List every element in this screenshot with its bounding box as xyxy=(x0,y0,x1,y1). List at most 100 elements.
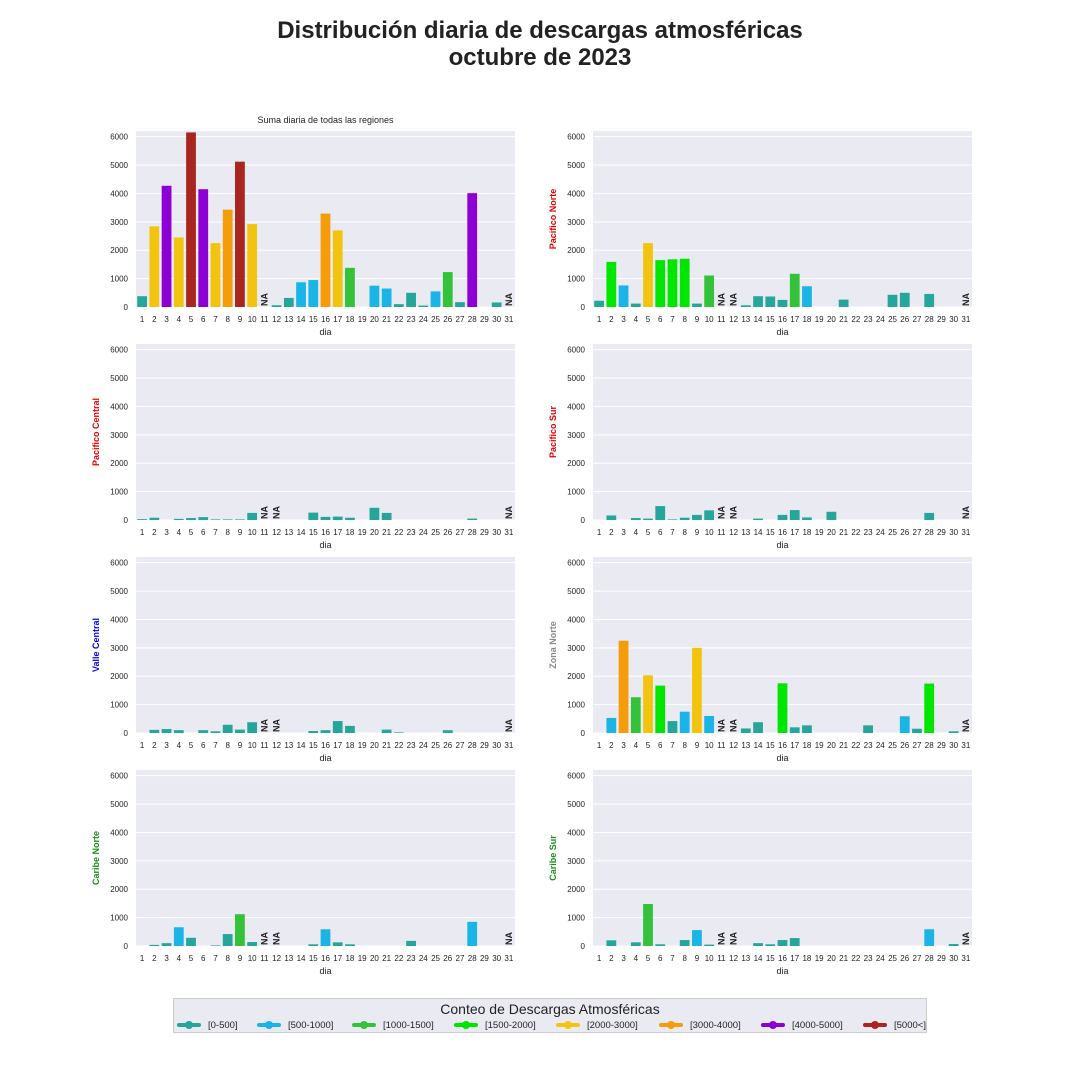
bar xyxy=(283,297,294,307)
x-tick-label: 8 xyxy=(682,954,687,963)
x-tick-label: 31 xyxy=(504,954,513,963)
x-tick-label: 19 xyxy=(815,741,824,750)
x-tick-label: 3 xyxy=(164,954,169,963)
bar xyxy=(210,945,221,946)
x-tick-label: 5 xyxy=(189,315,194,324)
x-tick-label: 2 xyxy=(152,528,157,537)
x-tick-label: 29 xyxy=(480,528,489,537)
x-tick-label: 21 xyxy=(839,741,848,750)
y-tick-label: 0 xyxy=(124,516,129,525)
x-tick-label: 23 xyxy=(407,741,416,750)
bar xyxy=(222,209,233,307)
legend-item: [2000-3000] xyxy=(556,1018,638,1032)
bar xyxy=(643,903,653,946)
subplot-title: Suma diaria de todas las regiones xyxy=(257,115,394,125)
x-tick-label: 17 xyxy=(790,741,799,750)
x-tick-label: 9 xyxy=(238,954,243,963)
bar xyxy=(332,230,343,307)
x-tick-label: 12 xyxy=(272,954,281,963)
bar xyxy=(442,730,453,733)
bar xyxy=(655,260,666,307)
y-tick-label: 2000 xyxy=(567,885,585,894)
x-tick-label: 19 xyxy=(358,954,367,963)
x-tick-label: 26 xyxy=(443,954,452,963)
bar xyxy=(740,728,751,733)
legend-label: [2000-3000] xyxy=(587,1019,638,1031)
x-tick-label: 13 xyxy=(284,954,293,963)
y-tick-label: 6000 xyxy=(110,133,128,142)
bar xyxy=(679,940,690,946)
x-tick-label: 14 xyxy=(754,528,763,537)
x-tick-label: 24 xyxy=(876,741,885,750)
x-tick-label: 20 xyxy=(827,954,836,963)
na-label: NA xyxy=(272,506,282,519)
bar xyxy=(789,273,800,307)
x-tick-label: 15 xyxy=(309,528,318,537)
x-tick-label: 6 xyxy=(658,315,663,324)
x-tick-label: 25 xyxy=(888,528,897,537)
y-axis-label: Pacifico Sur xyxy=(548,406,558,459)
x-tick-label: 2 xyxy=(609,528,614,537)
x-tick-label: 23 xyxy=(864,741,873,750)
bar xyxy=(948,731,959,733)
x-tick-label: 19 xyxy=(815,315,824,324)
chart-title: Distribución diaria de descargas atmosfé… xyxy=(0,17,1080,71)
x-tick-label: 14 xyxy=(754,315,763,324)
x-axis-label: dia xyxy=(319,966,331,976)
x-tick-label: 22 xyxy=(851,315,860,324)
bar xyxy=(381,512,392,520)
bar xyxy=(789,510,800,520)
x-tick-label: 25 xyxy=(431,954,440,963)
na-label: NA xyxy=(729,293,739,306)
bar xyxy=(222,519,233,520)
x-tick-label: 10 xyxy=(705,741,714,750)
x-tick-label: 10 xyxy=(248,954,257,963)
na-label: NA xyxy=(504,719,514,732)
bar xyxy=(753,943,763,946)
plot-area xyxy=(593,770,972,946)
y-tick-label: 3000 xyxy=(567,431,585,440)
y-tick-label: 4000 xyxy=(110,615,128,624)
bar xyxy=(247,512,258,520)
x-tick-label: 16 xyxy=(321,528,330,537)
na-label: NA xyxy=(961,719,971,732)
x-tick-label: 6 xyxy=(201,528,206,537)
y-tick-label: 2000 xyxy=(567,672,585,681)
bar xyxy=(406,292,416,307)
x-tick-label: 17 xyxy=(790,954,799,963)
x-tick-label: 23 xyxy=(407,954,416,963)
legend-label: [5000<] xyxy=(894,1019,926,1031)
bar xyxy=(161,729,172,733)
bar xyxy=(692,647,702,733)
x-tick-label: 17 xyxy=(333,741,342,750)
na-label: NA xyxy=(716,506,726,519)
x-tick-label: 25 xyxy=(431,528,440,537)
bar xyxy=(173,237,184,307)
y-tick-label: 1000 xyxy=(110,275,128,284)
x-tick-label: 24 xyxy=(419,528,428,537)
x-tick-label: 18 xyxy=(345,528,354,537)
y-tick-label: 5000 xyxy=(110,587,128,596)
x-tick-label: 17 xyxy=(790,315,799,324)
x-tick-label: 8 xyxy=(225,528,230,537)
legend-label: [0-500] xyxy=(208,1019,238,1031)
bar xyxy=(210,243,221,307)
bar xyxy=(235,729,245,733)
y-tick-label: 2000 xyxy=(567,459,585,468)
x-tick-label: 1 xyxy=(597,954,602,963)
bar xyxy=(704,510,715,520)
x-tick-label: 8 xyxy=(682,315,687,324)
x-tick-label: 17 xyxy=(333,954,342,963)
x-tick-label: 27 xyxy=(456,315,465,324)
x-tick-label: 15 xyxy=(766,741,775,750)
x-tick-label: 6 xyxy=(658,741,663,750)
bar xyxy=(802,286,812,307)
x-tick-label: 9 xyxy=(695,315,700,324)
bar xyxy=(320,516,331,520)
y-axis-label: Valle Central xyxy=(91,618,101,672)
